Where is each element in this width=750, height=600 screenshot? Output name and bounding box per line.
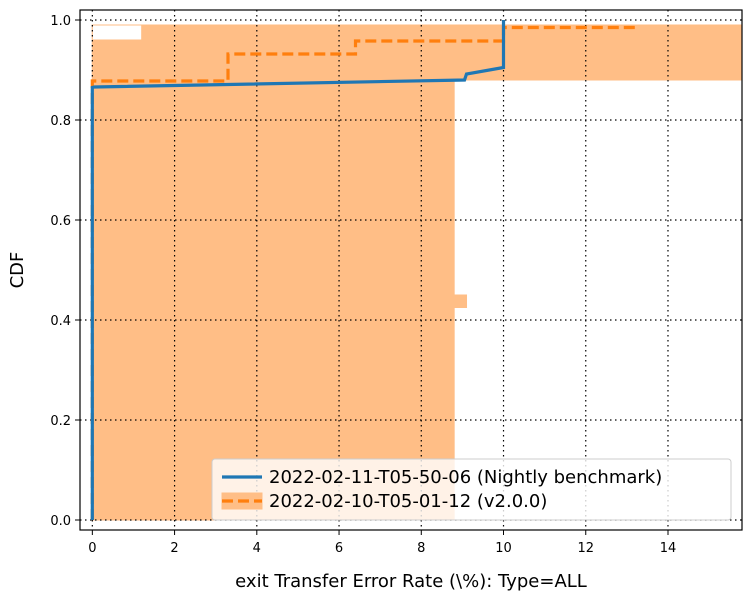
series-line-0 — [90, 20, 506, 520]
series-lines — [90, 20, 636, 520]
x-tick-label-6: 12 — [577, 541, 594, 556]
y-tick-label-5: 1.0 — [50, 14, 71, 29]
x-tick-label-2: 4 — [253, 541, 261, 556]
band-gap — [91, 24, 143, 41]
y-tick-label-2: 0.4 — [50, 314, 71, 329]
legend: 2022-02-11-T05-50-06 (Nightly benchmark)… — [211, 458, 732, 521]
confidence-bands — [91, 24, 743, 521]
x-tick-label-1: 2 — [170, 541, 178, 556]
y-tick-label-0: 0.0 — [50, 514, 71, 529]
x-tick-label-4: 8 — [417, 541, 425, 556]
band-region-0 — [91, 42, 455, 521]
band-region-1 — [91, 24, 743, 81]
x-tick-label-3: 6 — [335, 541, 343, 556]
legend-box — [211, 458, 732, 521]
x-tick-label-0: 0 — [88, 541, 96, 556]
x-tick-label-5: 10 — [495, 541, 512, 556]
band-region-2 — [453, 294, 468, 308]
y-axis-label: CDF — [7, 252, 28, 289]
axis-ticks: 0 2 4 6 8 10 12 14 0.0 0.2 0.4 0.6 0.8 1.0 — [50, 14, 676, 556]
x-axis-label: exit Transfer Error Rate (\%): Type=ALL — [235, 571, 587, 592]
legend-entry-nightly: 2022-02-11-T05-50-06 (Nightly benchmark) — [269, 467, 662, 488]
y-tick-label-4: 0.8 — [50, 114, 71, 129]
y-tick-label-1: 0.2 — [50, 414, 71, 429]
legend-entry-v2: 2022-02-10-T05-01-12 (v2.0.0) — [269, 491, 547, 512]
plot-frame — [79, 9, 743, 531]
y-tick-label-3: 0.6 — [50, 214, 71, 229]
x-tick-label-7: 14 — [660, 541, 677, 556]
